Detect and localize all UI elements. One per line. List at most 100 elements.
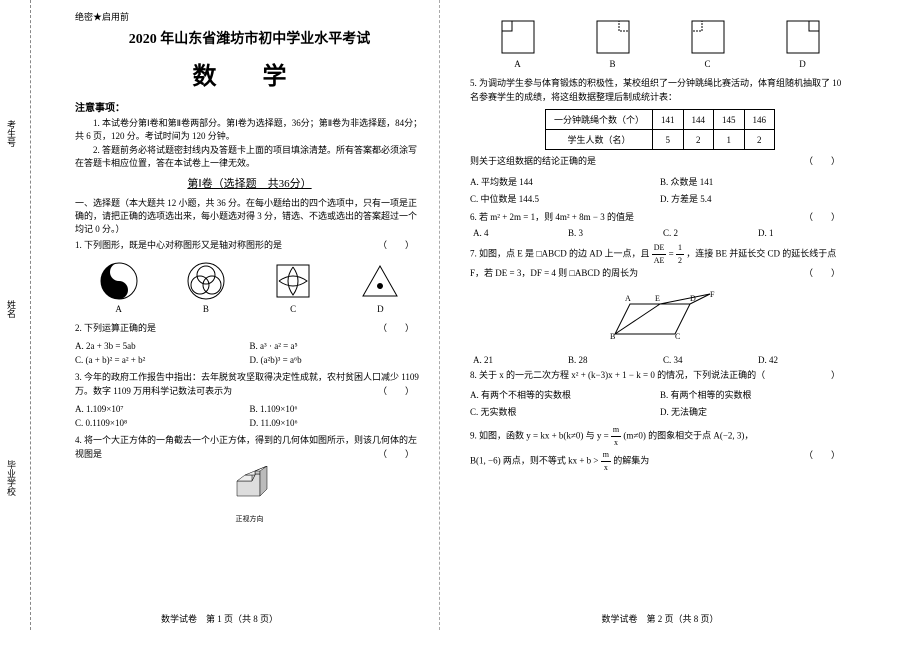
svg-text:C: C — [675, 332, 680, 341]
q3-bracket: （ ） — [378, 385, 414, 399]
q8-bracket: ） — [813, 369, 840, 383]
q4b-fig-b: B — [594, 18, 632, 69]
q1-label-c: C — [290, 304, 296, 314]
q7-bracket: （ ） — [804, 267, 840, 281]
q6-opt-a: A. 4 — [470, 228, 565, 238]
q4-option-figures: A B C D — [470, 18, 850, 69]
svg-text:A: A — [625, 294, 631, 303]
q5-opt-c: C. 中位数是 144.5 — [470, 190, 660, 207]
q4b-label-a: A — [514, 59, 521, 69]
q5-options: A. 平均数是 144 B. 众数是 141 C. 中位数是 144.5 D. … — [470, 173, 850, 207]
q6-bracket: （ ） — [804, 211, 840, 225]
page1-content: 绝密★启用前 2020 年山东省潍坊市初中学业水平考试 数 学 注意事项： 1.… — [75, 10, 424, 524]
q9-bracket: （ ） — [804, 449, 840, 463]
q7-opt-c: C. 34 — [660, 355, 755, 365]
q5-stem2: 则关于这组数据的结论正确的是 — [470, 156, 596, 166]
td-5: 5 — [653, 130, 684, 150]
q2-bracket: （ ） — [378, 322, 414, 336]
q3-opt-b: B. 1.109×10⁶ — [250, 402, 425, 416]
section1-desc: 一、选择题（本大题共 12 小题，共 36 分。在每小题给出的四个选项中，只有一… — [75, 197, 424, 235]
fold-line — [30, 0, 31, 630]
q5-text: 5. 为调动学生参与体育锻炼的积极性，某校组织了一分钟跳绳比赛活动，体育组随机抽… — [470, 77, 850, 104]
q1-text: 1. 下列图形，既是中心对称图形又是轴对称图形的是 （ ） — [75, 239, 424, 253]
q4b-label-b: B — [609, 59, 615, 69]
q1-label-a: A — [115, 304, 122, 314]
sidebar-label-school: 毕业学校 — [5, 460, 18, 496]
q9-text: 9. 如图，函数 y = kx + b(k≠0) 与 y = mx (m≠0) … — [470, 424, 850, 474]
page-1: 考生号 姓名 毕业学校 绝密★启用前 2020 年山东省潍坊市初中学业水平考试 … — [0, 0, 440, 630]
q8-opt-c: C. 无实数根 — [470, 403, 660, 420]
q6-opt-b: B. 3 — [565, 228, 660, 238]
q3-opt-a: A. 1.109×10⁷ — [75, 402, 250, 416]
triangle-dot-icon — [360, 261, 400, 301]
q4b-label-d: D — [799, 59, 806, 69]
q6-opt-c: C. 2 — [660, 228, 755, 238]
notice-2: 2. 答题前务必将试题密封线内及答题卡上面的项目填涂清楚。所有答案都必须涂写在答… — [75, 144, 424, 169]
footer-page2: 数学试卷 第 2 页（共 8 页） — [440, 612, 880, 625]
q3-options: A. 1.109×10⁷ B. 1.109×10⁶ C. 0.1109×10⁸ … — [75, 402, 424, 430]
q1-fig-b: B — [186, 261, 226, 314]
q3-opt-d: D. 11.09×10⁶ — [250, 416, 425, 430]
q4-fig-label: 正视方向 — [75, 514, 424, 524]
q4-text: 4. 将一个大正方体的一角截去一个小正方体，得到的几何体如图所示，则该几何体的左… — [75, 434, 424, 461]
td-1: 1 — [714, 130, 745, 150]
svg-text:E: E — [655, 294, 660, 303]
q7-figure: B C A E D F — [470, 289, 850, 347]
view-c-icon — [689, 18, 727, 56]
three-circles-icon — [186, 261, 226, 301]
q6-options: A. 4 B. 3 C. 2 D. 1 — [470, 228, 850, 238]
svg-text:D: D — [690, 294, 696, 303]
q7-text: 7. 如图，点 E 是 □ABCD 的边 AD 上一点，且 DEAE = 12 … — [470, 242, 850, 281]
q5-opt-b: B. 众数是 141 — [660, 173, 850, 190]
q1-fig-c: C — [273, 261, 313, 314]
yinyang-icon — [99, 261, 139, 301]
q2-options: A. 2a + 3b = 5ab B. a³ · a² = a⁵ C. (a +… — [75, 339, 424, 367]
q7-eq: = — [669, 249, 676, 259]
q7-opt-d: D. 42 — [755, 355, 850, 365]
q1-label-d: D — [377, 304, 384, 314]
q9-frac2: mx — [601, 449, 611, 474]
td-2a: 2 — [683, 130, 714, 150]
th-146: 146 — [744, 110, 775, 130]
q9-a: 9. 如图，函数 y = kx + b(k≠0) 与 y = — [470, 431, 611, 441]
q2-text: 2. 下列运算正确的是 （ ） — [75, 322, 424, 336]
q7-frac2: 12 — [676, 242, 684, 267]
table-row: 学生人数（名） 5 2 1 2 — [545, 130, 774, 150]
q8-opt-a: A. 有两个不相等的实数根 — [470, 386, 660, 403]
q9-d: 的解集为 — [613, 456, 649, 466]
cube-cutout-icon — [227, 466, 272, 511]
q3-opt-c: C. 0.1109×10⁸ — [75, 416, 250, 430]
q1-figures: A B C D — [75, 261, 424, 314]
q5-opt-a: A. 平均数是 144 — [470, 173, 660, 190]
q3-stem: 3. 今年的政府工作报告中指出：去年脱贫攻坚取得决定性成就，农村贫困人口减少 1… — [75, 372, 419, 396]
q9-b: (m≠0) 的图象相交于点 A(−2, 3)， — [623, 431, 753, 441]
notice-title: 注意事项： — [75, 99, 424, 114]
q9-frac1: mx — [611, 424, 621, 449]
q1-fig-a: A — [99, 261, 139, 314]
q7-options: A. 21 B. 28 C. 34 D. 42 — [470, 355, 850, 365]
view-d-icon — [784, 18, 822, 56]
q6-text: 6. 若 m² + 2m = 1，则 4m² + 8m − 3 的值是 （ ） — [470, 211, 850, 225]
binding-sidebar: 考生号 姓名 毕业学校 — [0, 0, 60, 630]
q1-bracket: （ ） — [378, 239, 414, 253]
svg-text:F: F — [710, 290, 715, 299]
q2-opt-b: B. a³ · a² = a⁵ — [250, 339, 425, 353]
q7-a: 7. 如图，点 E 是 □ABCD 的边 AD 上一点，且 — [470, 249, 652, 259]
q1-stem: 1. 下列图形，既是中心对称图形又是轴对称图形的是 — [75, 240, 282, 250]
th-label: 一分钟跳绳个数（个） — [545, 110, 652, 130]
q4b-label-c: C — [704, 59, 710, 69]
th-145: 145 — [714, 110, 745, 130]
q8-opt-d: D. 无法确定 — [660, 403, 850, 420]
th-141: 141 — [653, 110, 684, 130]
view-a-icon — [499, 18, 537, 56]
q8-options: A. 有两个不相等的实数根 B. 有两个相等的实数根 C. 无实数根 D. 无法… — [470, 386, 850, 420]
q2-stem: 2. 下列运算正确的是 — [75, 323, 156, 333]
notice-1: 1. 本试卷分第Ⅰ卷和第Ⅱ卷两部分。第Ⅰ卷为选择题，36分；第Ⅱ卷为非选择题，8… — [75, 117, 424, 142]
table-row: 一分钟跳绳个数（个） 141 144 145 146 — [545, 110, 774, 130]
q1-label-b: B — [203, 304, 209, 314]
q3-text: 3. 今年的政府工作报告中指出：去年脱贫攻坚取得决定性成就，农村贫困人口减少 1… — [75, 371, 424, 398]
q4-stem: 4. 将一个大正方体的一角截去一个小正方体，得到的几何体如图所示，则该几何体的左… — [75, 435, 417, 459]
q6-opt-d: D. 1 — [755, 228, 850, 238]
td-label: 学生人数（名） — [545, 130, 652, 150]
sidebar-label-name: 姓名 — [5, 300, 18, 318]
